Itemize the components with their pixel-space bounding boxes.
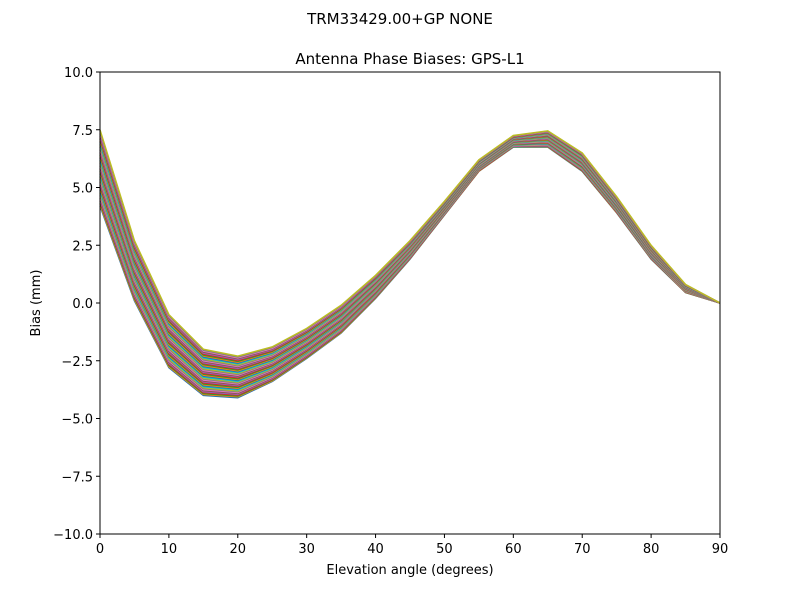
series-line [99,129,721,357]
y-tick-label: −2.5 [61,355,93,370]
x-tick-label: 10 [161,542,178,557]
x-tick-label: 20 [230,542,247,557]
x-tick-label: 40 [367,542,384,557]
y-tick-label: 5.0 [72,182,93,197]
y-tick-label: 7.5 [72,124,93,139]
x-tick-label: 50 [436,542,453,557]
x-tick-label: 70 [574,542,591,557]
y-axis: 10.0 7.5 5.0 2.5 0.0 −2.5 −5.0 −7.5 −10.0 [53,66,100,543]
y-tick-label: −10.0 [53,528,93,543]
x-tick-label: 30 [298,542,315,557]
y-tick-label: −7.5 [61,470,93,485]
y-tick-label: −5.0 [61,413,93,428]
y-tick-label: 2.5 [72,239,93,254]
y-axis-label: Bias (mm) [29,270,44,337]
chart-suptitle: TRM33429.00+GP NONE [306,10,493,28]
x-tick-label: 80 [643,542,660,557]
axes-frame [99,71,721,535]
x-tick-label: 90 [712,542,729,557]
chart-title: Antenna Phase Biases: GPS-L1 [295,50,524,68]
x-tick-label: 0 [96,542,104,557]
x-axis: 0 10 20 30 40 50 60 70 80 90 [96,534,728,557]
x-axis-label: Elevation angle (degrees) [326,563,493,578]
y-tick-label: 10.0 [64,66,93,81]
plot-lines [99,129,721,399]
x-tick-label: 60 [505,542,522,557]
y-tick-label: 0.0 [72,297,93,312]
